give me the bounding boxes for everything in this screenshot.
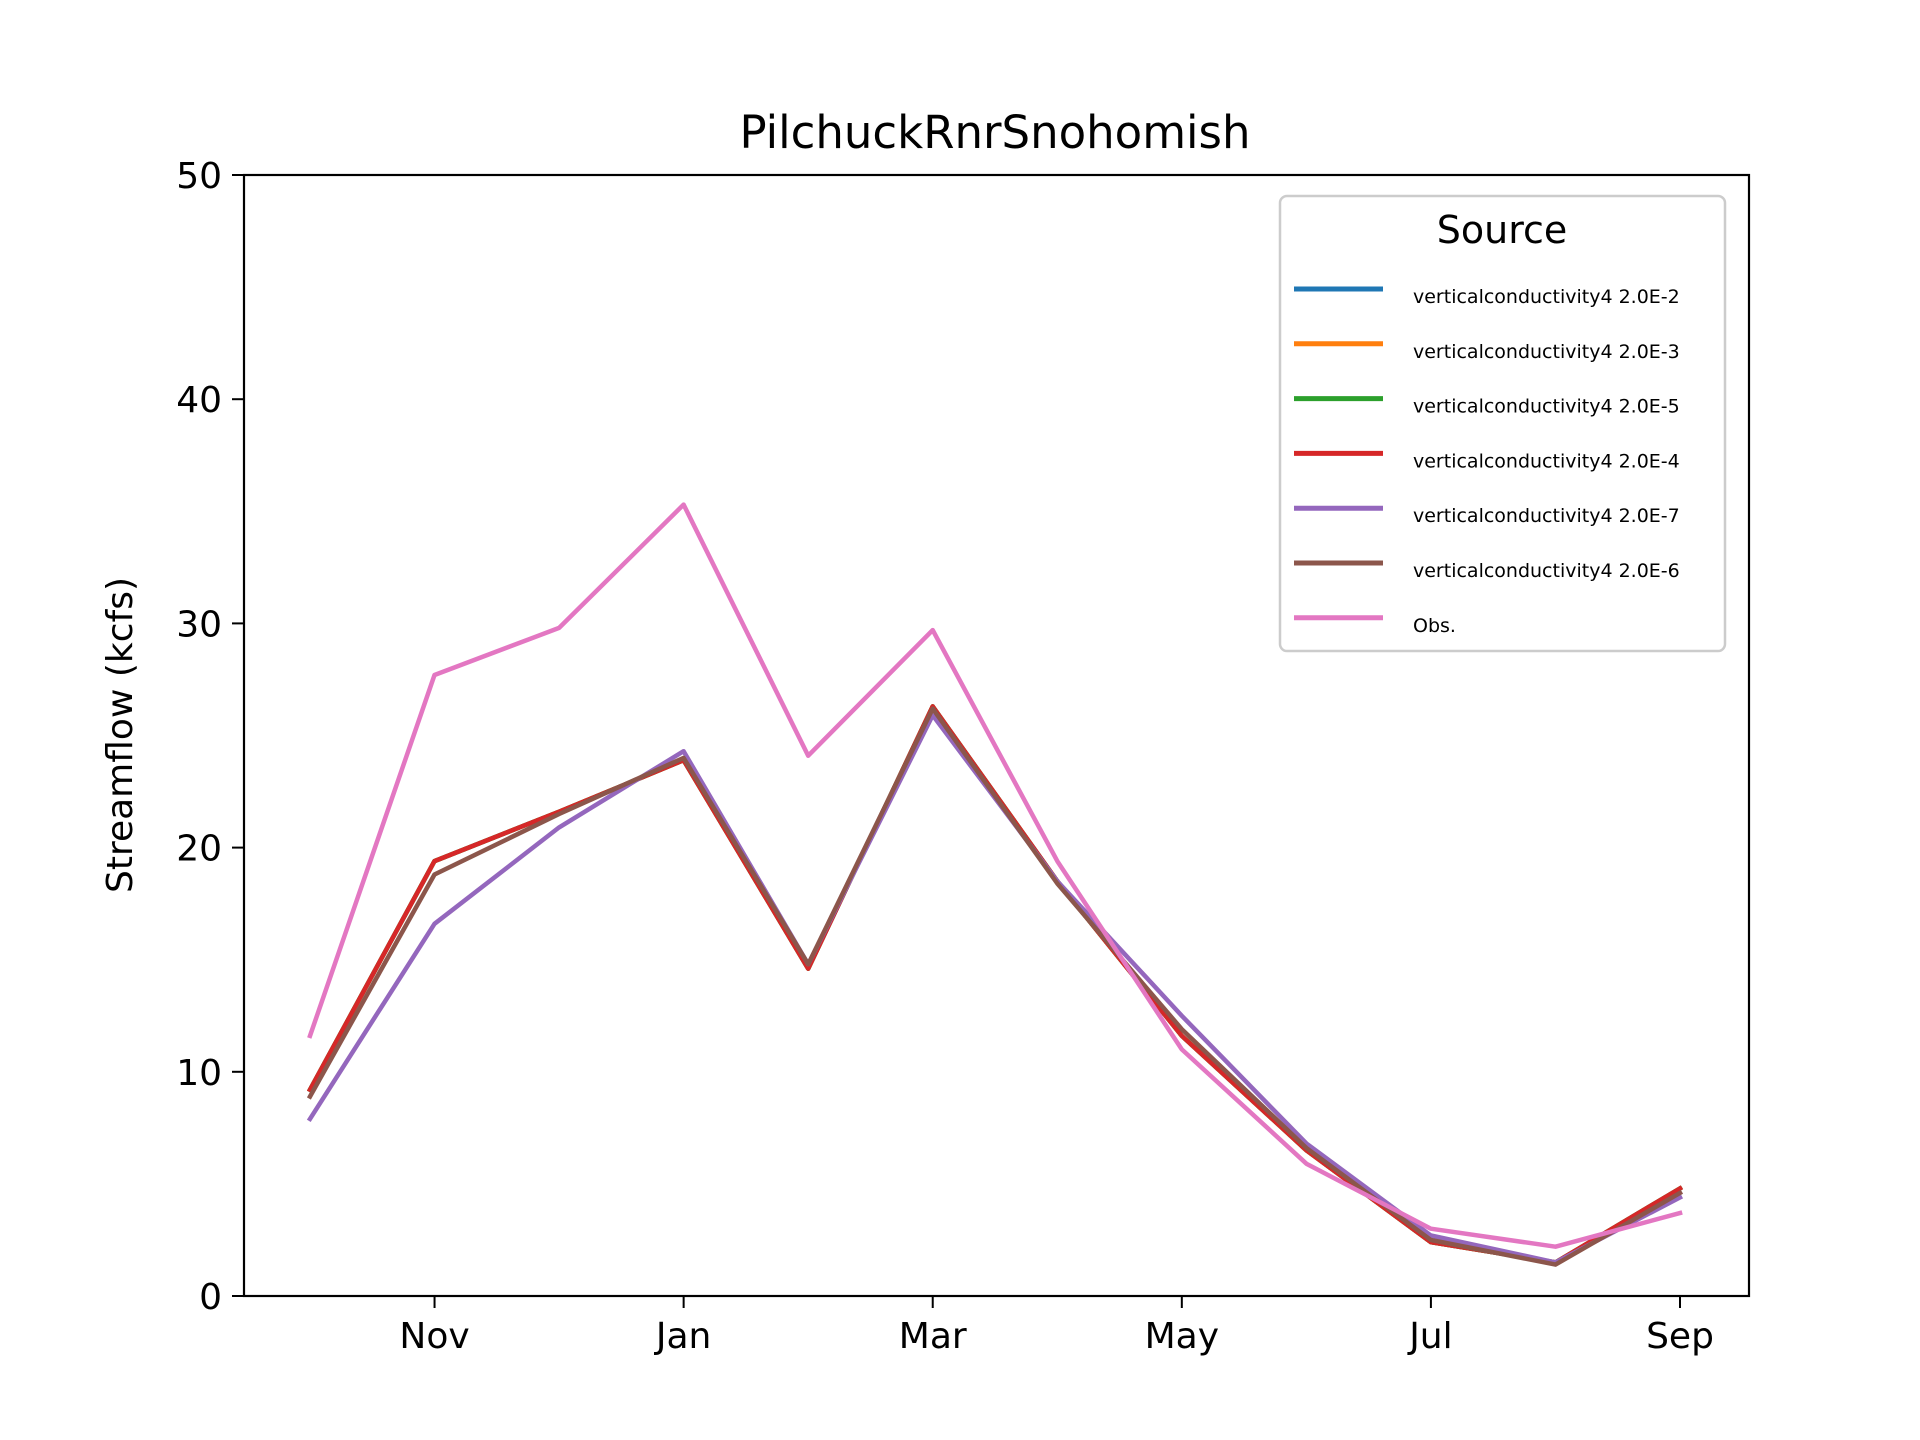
y-tick-label: 50 bbox=[176, 156, 222, 197]
x-tick-label: Nov bbox=[399, 1316, 469, 1357]
legend-label: verticalconductivity4 2.0E-6 bbox=[1413, 560, 1680, 582]
y-axis: 0 10 20 30 40 50 bbox=[176, 156, 244, 1318]
x-tick-label: Jan bbox=[654, 1316, 712, 1357]
plot-frame bbox=[242, 173, 1751, 1298]
y-axis-label: Streamflow (kcfs) bbox=[100, 577, 141, 893]
y-tick-label: 20 bbox=[176, 829, 222, 870]
chart-title: PilchuckRnrSnohomish bbox=[740, 106, 1251, 159]
legend-label: verticalconductivity4 2.0E-5 bbox=[1413, 396, 1680, 418]
legend-title: Source bbox=[1437, 208, 1568, 252]
legend-label: verticalconductivity4 2.0E-4 bbox=[1413, 450, 1680, 472]
x-tick-label: May bbox=[1145, 1316, 1219, 1357]
x-tick-label: Mar bbox=[899, 1316, 967, 1357]
legend-box bbox=[1278, 194, 1727, 653]
x-axis: Nov Jan Mar May Jul Sep bbox=[399, 1296, 1714, 1357]
series-line-7 bbox=[307, 502, 1683, 1249]
y-tick-label: 40 bbox=[176, 380, 222, 421]
legend-label: verticalconductivity4 2.0E-2 bbox=[1413, 286, 1680, 308]
x-tick-label: Sep bbox=[1646, 1316, 1714, 1357]
legend-label: verticalconductivity4 2.0E-7 bbox=[1413, 505, 1680, 527]
series-line-6 bbox=[306, 706, 1684, 1267]
x-tick-label: Jul bbox=[1407, 1316, 1452, 1357]
legend-label: verticalconductivity4 2.0E-3 bbox=[1413, 341, 1680, 363]
legend-label: Obs. bbox=[1413, 615, 1456, 637]
y-tick-label: 30 bbox=[176, 604, 222, 645]
y-tick-label: 10 bbox=[176, 1053, 222, 1094]
legend: Source verticalconductivity4 2.0E-2 verti… bbox=[1278, 194, 1727, 653]
y-tick-label: 0 bbox=[199, 1277, 222, 1318]
series-layer bbox=[306, 502, 1684, 1267]
